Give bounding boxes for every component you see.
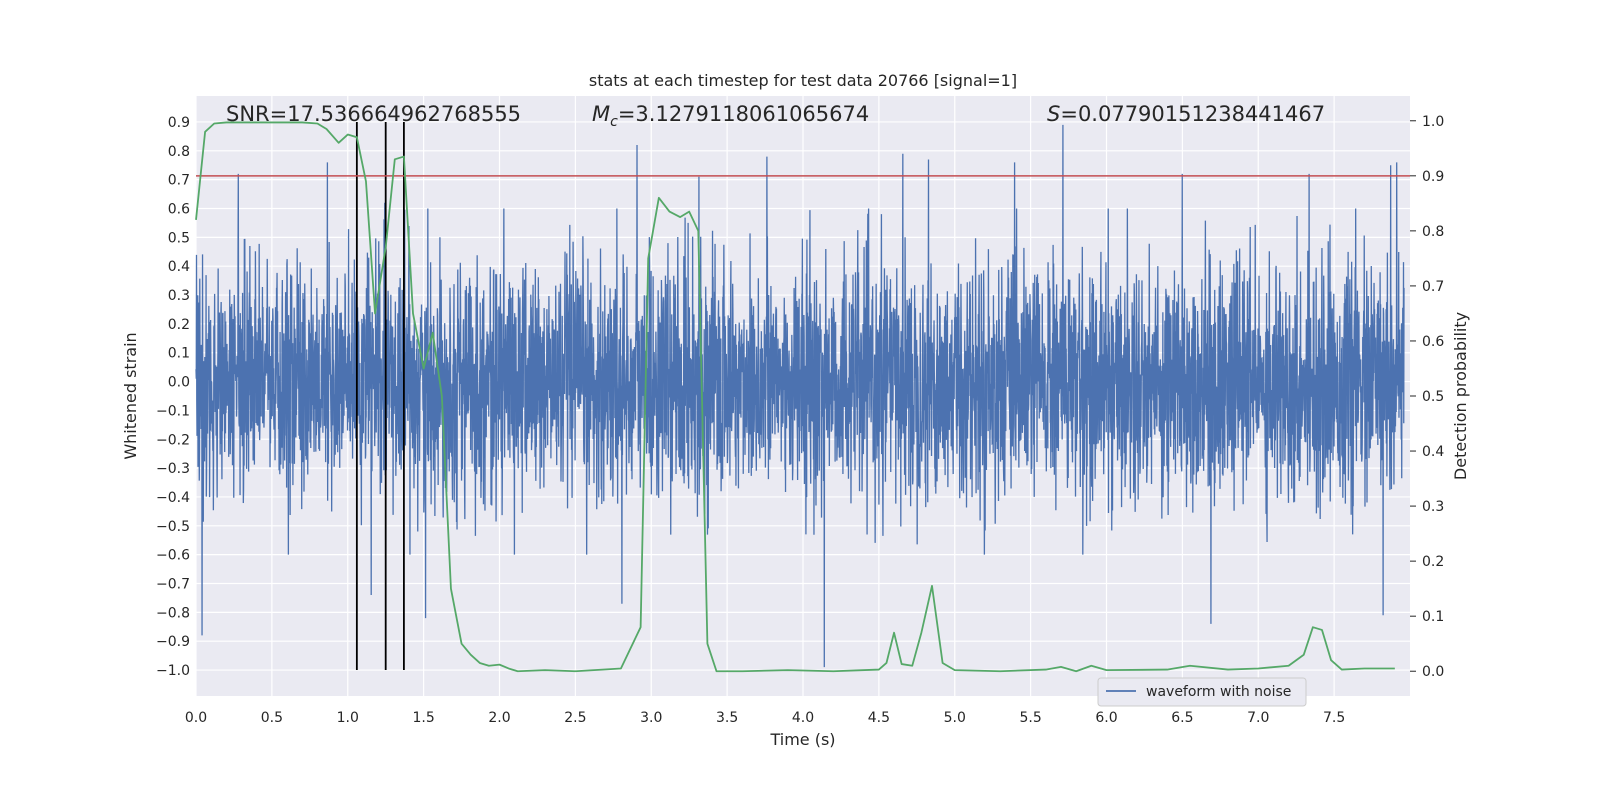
x-tick-label: 2.5 (564, 710, 586, 726)
left-tick-label: 0.4 (168, 259, 190, 275)
right-tick-label: 0.3 (1422, 499, 1444, 515)
right-tick-label: 0.4 (1422, 444, 1444, 460)
x-tick-label: 1.5 (412, 710, 434, 726)
left-tick-label: 0.3 (168, 288, 190, 304)
legend: waveform with noise (1097, 677, 1307, 707)
left-axis-label: Whitened strain (121, 332, 140, 459)
x-tick-label: 0.5 (261, 710, 283, 726)
waveform-series (195, 124, 1405, 668)
left-tick-label: −1.0 (156, 663, 190, 679)
mc-value: =3.1279118061065674 (618, 102, 869, 126)
s-annotation: S=0.07790151238441467 (1047, 102, 1325, 126)
left-tick-label: 0.2 (168, 317, 190, 333)
waveform-line (195, 124, 1405, 668)
left-tick-label: −0.1 (156, 403, 190, 419)
x-tick-label: 4.0 (792, 710, 814, 726)
probability-series (195, 121, 1410, 673)
left-tick-label: −0.2 (156, 432, 190, 448)
right-tick-label: 0.0 (1422, 664, 1444, 680)
left-tick-label: −0.8 (156, 605, 190, 621)
left-tick-label: 0.5 (168, 230, 190, 246)
right-tick-label: 0.2 (1422, 554, 1444, 570)
x-axis-ticks: 0.0 0.5 1.0 1.5 2.0 2.5 3.0 3.5 4.0 4.5 5.0 5.5 6.0 6… (185, 710, 1345, 726)
legend-box (1097, 677, 1307, 707)
x-tick-label: 1.0 (337, 710, 359, 726)
right-tick-label: 0.5 (1422, 389, 1444, 405)
left-tick-label: 0.8 (168, 144, 190, 160)
x-tick-label: 3.5 (716, 710, 738, 726)
left-tick-label: 0.7 (168, 173, 190, 189)
x-tick-label: 6.0 (1095, 710, 1117, 726)
left-tick-label: −0.4 (156, 490, 190, 506)
left-tick-label: −0.9 (156, 634, 190, 650)
x-tick-label: 2.0 (488, 710, 510, 726)
right-tick-label: 1.0 (1422, 114, 1444, 130)
legend-label-waveform: waveform with noise (1146, 684, 1291, 700)
mc-annotation: Mc=3.1279118061065674 (592, 102, 869, 130)
left-tick-label: 0.9 (168, 115, 190, 131)
probability-line (195, 121, 1395, 673)
right-tick-label: 0.1 (1422, 609, 1444, 625)
x-tick-label: 5.0 (944, 710, 966, 726)
x-axis-label: Time (s) (769, 730, 835, 749)
chart-title: stats at each timestep for test data 207… (589, 71, 1017, 90)
vertical-markers (355, 121, 405, 671)
x-tick-label: 4.5 (868, 710, 890, 726)
left-tick-label: 0.1 (168, 346, 190, 362)
right-tick-label: 0.9 (1422, 169, 1444, 185)
right-axis-ticks: 1.0 0.9 0.8 0.7 0.6 0.5 0.4 0.3 0.2 0.1 0.0 (1410, 114, 1444, 680)
left-tick-label: −0.7 (156, 577, 190, 593)
s-value: =0.07790151238441467 (1060, 102, 1325, 126)
s-symbol: S (1047, 102, 1060, 126)
right-tick-label: 0.6 (1422, 334, 1444, 350)
right-tick-label: 0.7 (1422, 279, 1444, 295)
left-axis-ticks: 0.9 0.8 0.7 0.6 0.5 0.4 0.3 0.2 0.1 0.0 −0.1 −0.2 −0… (156, 115, 190, 679)
left-tick-label: −0.3 (156, 461, 190, 477)
snr-annotation: SNR=17.536664962768555 (226, 102, 521, 126)
x-tick-label: 6.5 (1171, 710, 1193, 726)
left-tick-label: −0.5 (156, 519, 190, 535)
left-tick-label: 0.6 (168, 202, 190, 218)
right-tick-label: 0.8 (1422, 224, 1444, 240)
left-tick-label: −0.6 (156, 548, 190, 564)
mc-subscript: c (610, 114, 618, 130)
x-tick-label: 0.0 (185, 710, 207, 726)
mc-symbol: M (592, 102, 610, 126)
right-axis-label: Detection probability (1451, 312, 1470, 480)
x-tick-label: 5.5 (1019, 710, 1041, 726)
x-tick-label: 7.0 (1247, 710, 1269, 726)
x-tick-label: 3.0 (640, 710, 662, 726)
x-tick-label: 7.5 (1323, 710, 1345, 726)
left-tick-label: 0.0 (168, 375, 190, 391)
